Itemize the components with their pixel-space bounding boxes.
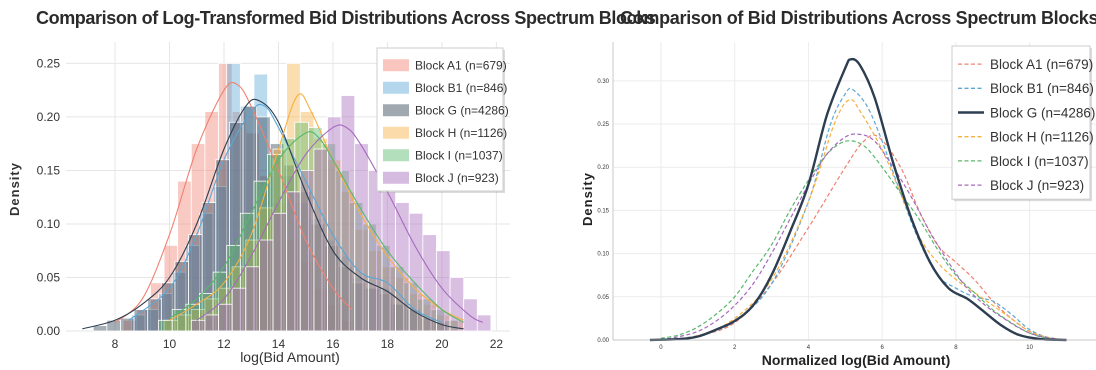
left-y-tick-label: 0.05: [37, 270, 61, 284]
kde-line-a1: [660, 134, 1067, 341]
left-series-b1: [130, 63, 418, 332]
left-x-tick-label: 14: [272, 337, 286, 351]
legend-box: [951, 45, 1091, 200]
legend-label-a1: Block A1 (n=679): [990, 57, 1093, 72]
right-x-tick-label: 2: [733, 345, 737, 351]
histogram-bar: [313, 148, 328, 332]
kde-line-j: [196, 124, 484, 323]
histogram-bar: [272, 212, 288, 332]
legend-label-i: Block I (n=1037): [990, 154, 1089, 169]
kde-line-g: [649, 57, 1067, 342]
left-chart-title: Comparison of Log-Transformed Bid Distri…: [36, 8, 656, 28]
legend-label-h: Block H (n=1126): [415, 126, 507, 140]
histogram-bar: [340, 95, 356, 332]
histogram-bar: [231, 287, 247, 332]
right-x-tick-label: 0: [659, 345, 663, 351]
histogram-bar: [258, 239, 274, 332]
left-x-tick-label: 22: [490, 337, 504, 351]
kde-line-g: [82, 98, 464, 330]
kde-line-h: [169, 93, 464, 321]
legend-swatch-g: [383, 104, 409, 117]
left-y-tick-label: 0.10: [37, 217, 61, 231]
right-y-tick-label: 0.20: [597, 165, 609, 171]
kde-line-b1: [660, 87, 1067, 341]
kde-line-i: [660, 140, 1067, 341]
left-y-axis-label: Density: [7, 162, 22, 216]
right-y-axis-label: Density: [580, 172, 595, 226]
histogram-bar: [354, 143, 369, 332]
histogram-bar: [218, 303, 233, 332]
histogram-bar: [367, 170, 383, 332]
legend-swatch-a1: [383, 59, 409, 72]
legend-swatch-h: [383, 126, 409, 139]
histogram-bar: [120, 317, 135, 332]
right-chart-title: Comparison of Bid Distributions Across S…: [620, 8, 1096, 28]
right-x-tick-label: 6: [880, 345, 884, 351]
left-histogram-chart: 0.000.050.100.150.200.258 10 12 14 16 18 20 22 …: [7, 42, 510, 365]
legend-label-a1: Block A1 (n=679): [415, 59, 507, 73]
left-y-tick-label: 0.25: [37, 56, 61, 70]
right-y-tick-label: 0.10: [597, 252, 609, 258]
legend-label-j: Block J (n=923): [990, 178, 1084, 193]
right-y-tick-label: 0.30: [597, 79, 609, 85]
histogram-bar: [436, 250, 451, 332]
legend-label-i: Block I (n=1037): [415, 149, 503, 163]
left-series-j: [190, 95, 492, 332]
histogram-bar: [133, 309, 149, 332]
right-x-tick-label: 10: [1026, 345, 1033, 351]
legend-swatch-i: [383, 149, 409, 162]
left-series-a1: [122, 63, 356, 332]
histogram-bar: [158, 319, 173, 332]
kde-line-b1: [128, 103, 443, 323]
left-x-tick-label: 18: [381, 337, 395, 351]
legend-swatch-j: [383, 171, 409, 184]
left-x-tick-label: 10: [163, 337, 177, 351]
left-legend: Block A1 (n=679) Block B1 (n=846) Block G …: [376, 47, 509, 193]
histogram-bar: [190, 319, 206, 332]
kde-line-j: [660, 133, 1067, 341]
right-kde-chart: 0.00 0.05 0.10 0.15 0.20 0.25 0.30 0 2 4 6 8 10 Norm…: [580, 42, 1096, 368]
legend-label-j: Block J (n=923): [415, 171, 499, 185]
right-y-tick-label: 0.00: [597, 338, 609, 344]
left-x-tick-label: 20: [435, 337, 449, 351]
legend-label-b1: Block B1 (n=846): [415, 81, 507, 95]
kde-line-a1: [114, 81, 353, 323]
legend-label-h: Block H (n=1126): [990, 130, 1094, 145]
left-x-axis-label: log(Bid Amount): [240, 349, 340, 365]
left-y-tick-label: 0.20: [37, 110, 61, 124]
left-series-i: [158, 121, 459, 332]
right-y-tick-label: 0.25: [597, 122, 609, 128]
legend-label-g: Block G (n=4286): [990, 105, 1095, 120]
left-series-g: [92, 105, 448, 332]
left-x-tick-label: 12: [217, 337, 231, 351]
right-y-tick-label: 0.05: [597, 295, 609, 301]
legend-label-g: Block G (n=4286): [415, 104, 509, 118]
left-x-tick-label: 16: [326, 337, 340, 351]
right-x-axis-label: Normalized log(Bid Amount): [762, 352, 950, 368]
legend-swatch-b1: [383, 81, 409, 94]
histogram-bar: [286, 191, 301, 332]
left-y-tick-label: 0.15: [37, 163, 61, 177]
histogram-bar: [422, 234, 437, 332]
right-y-tick-label: 0.15: [597, 208, 609, 214]
left-x-tick-label: 8: [112, 337, 119, 351]
histogram-bar: [476, 314, 492, 332]
legend-label-b1: Block B1 (n=846): [990, 81, 1094, 96]
histogram-bar: [327, 116, 342, 332]
kde-line-h: [660, 98, 1067, 341]
histogram-bar: [245, 266, 260, 332]
legend-box: [376, 47, 504, 192]
right-x-tick-label: 4: [807, 345, 811, 351]
histogram-bar: [204, 314, 219, 332]
histogram-bar: [463, 298, 478, 332]
left-y-tick-label: 0.00: [37, 324, 61, 338]
right-legend: Block A1 (n=679) Block B1 (n=846) Block G …: [951, 45, 1095, 202]
histogram-bar: [381, 191, 396, 332]
right-x-tick-label: 8: [954, 345, 958, 351]
